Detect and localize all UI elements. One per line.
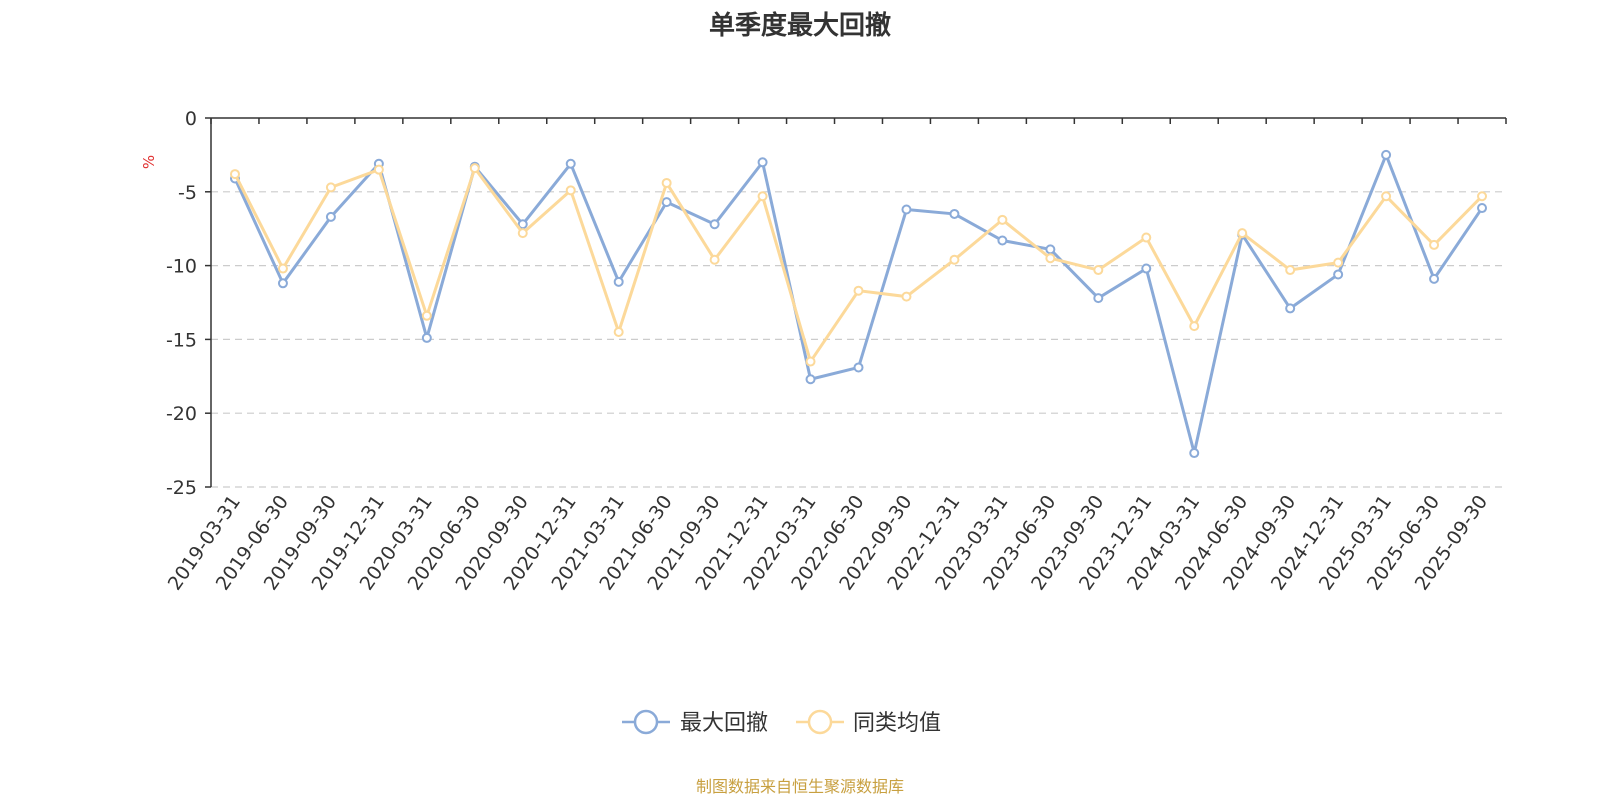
data-point[interactable] bbox=[757, 191, 768, 202]
data-point[interactable] bbox=[997, 214, 1008, 225]
data-point[interactable] bbox=[325, 182, 336, 193]
data-point[interactable] bbox=[1381, 191, 1392, 202]
y-tick-label: 0 bbox=[185, 108, 197, 130]
series-group bbox=[229, 149, 1488, 459]
y-tick-label: -20 bbox=[166, 403, 197, 425]
data-point[interactable] bbox=[997, 235, 1008, 246]
series-1 bbox=[229, 149, 1488, 459]
data-point[interactable] bbox=[277, 263, 288, 274]
data-point[interactable] bbox=[1429, 239, 1440, 250]
legend[interactable]: 最大回撤 同类均值 bbox=[622, 709, 941, 736]
data-point[interactable] bbox=[661, 177, 672, 188]
x-tick-labels: 2019-03-312019-06-302019-09-302019-12-31… bbox=[164, 491, 1492, 594]
data-point[interactable] bbox=[1141, 263, 1152, 274]
y-tick-label: -10 bbox=[166, 256, 197, 278]
data-point[interactable] bbox=[229, 169, 240, 180]
series-2 bbox=[229, 163, 1488, 367]
y-tick-label: -25 bbox=[166, 477, 197, 499]
data-point[interactable] bbox=[1381, 149, 1392, 160]
data-point[interactable] bbox=[661, 197, 672, 208]
data-point[interactable] bbox=[421, 310, 432, 321]
data-point[interactable] bbox=[949, 254, 960, 265]
data-point[interactable] bbox=[1189, 321, 1200, 332]
data-point[interactable] bbox=[709, 254, 720, 265]
data-point[interactable] bbox=[469, 163, 480, 174]
data-point[interactable] bbox=[373, 164, 384, 175]
data-point[interactable] bbox=[1285, 265, 1296, 276]
data-point[interactable] bbox=[853, 362, 864, 373]
data-point[interactable] bbox=[901, 204, 912, 215]
data-point[interactable] bbox=[709, 219, 720, 230]
data-point[interactable] bbox=[1333, 257, 1344, 268]
data-point[interactable] bbox=[1045, 244, 1056, 255]
data-point[interactable] bbox=[517, 228, 528, 239]
data-point[interactable] bbox=[613, 327, 624, 338]
data-point[interactable] bbox=[949, 208, 960, 219]
series-line bbox=[233, 166, 1484, 364]
y-tick-label: -15 bbox=[166, 329, 197, 351]
legend-swatch-marker bbox=[633, 709, 659, 735]
data-point[interactable] bbox=[805, 356, 816, 367]
data-point[interactable] bbox=[421, 332, 432, 343]
legend-swatch-marker bbox=[807, 709, 833, 735]
y-tick-label: -5 bbox=[178, 182, 197, 204]
y-tick-labels: 0 -5 -10 -15 -20 -25 bbox=[166, 108, 211, 499]
data-point[interactable] bbox=[1093, 265, 1104, 276]
data-point[interactable] bbox=[1045, 253, 1056, 264]
axes bbox=[210, 117, 1507, 487]
data-point[interactable] bbox=[901, 291, 912, 302]
y-axis-unit: % bbox=[140, 155, 158, 169]
data-point[interactable] bbox=[1477, 203, 1488, 214]
data-point[interactable] bbox=[1141, 232, 1152, 243]
data-point[interactable] bbox=[325, 211, 336, 222]
data-point[interactable] bbox=[1237, 228, 1248, 239]
data-point[interactable] bbox=[1429, 273, 1440, 284]
data-point[interactable] bbox=[565, 185, 576, 196]
data-point[interactable] bbox=[613, 276, 624, 287]
data-point[interactable] bbox=[1285, 303, 1296, 314]
legend-label: 最大回撤 bbox=[680, 711, 768, 736]
data-point[interactable] bbox=[805, 374, 816, 385]
data-point[interactable] bbox=[277, 278, 288, 289]
data-point[interactable] bbox=[565, 158, 576, 169]
grid-lines bbox=[211, 191, 1506, 488]
legend-item[interactable]: 最大回撤 bbox=[622, 709, 768, 736]
legend-label: 同类均值 bbox=[853, 711, 941, 736]
data-source-note: 制图数据来自恒生聚源数据库 bbox=[696, 777, 904, 796]
data-point[interactable] bbox=[1477, 191, 1488, 202]
chart-title: 单季度最大回撤 bbox=[709, 10, 891, 41]
data-point[interactable] bbox=[1333, 269, 1344, 280]
data-point[interactable] bbox=[757, 157, 768, 168]
legend-item[interactable]: 同类均值 bbox=[796, 709, 941, 736]
data-point[interactable] bbox=[1093, 293, 1104, 304]
data-point[interactable] bbox=[853, 285, 864, 296]
data-point[interactable] bbox=[1189, 448, 1200, 459]
